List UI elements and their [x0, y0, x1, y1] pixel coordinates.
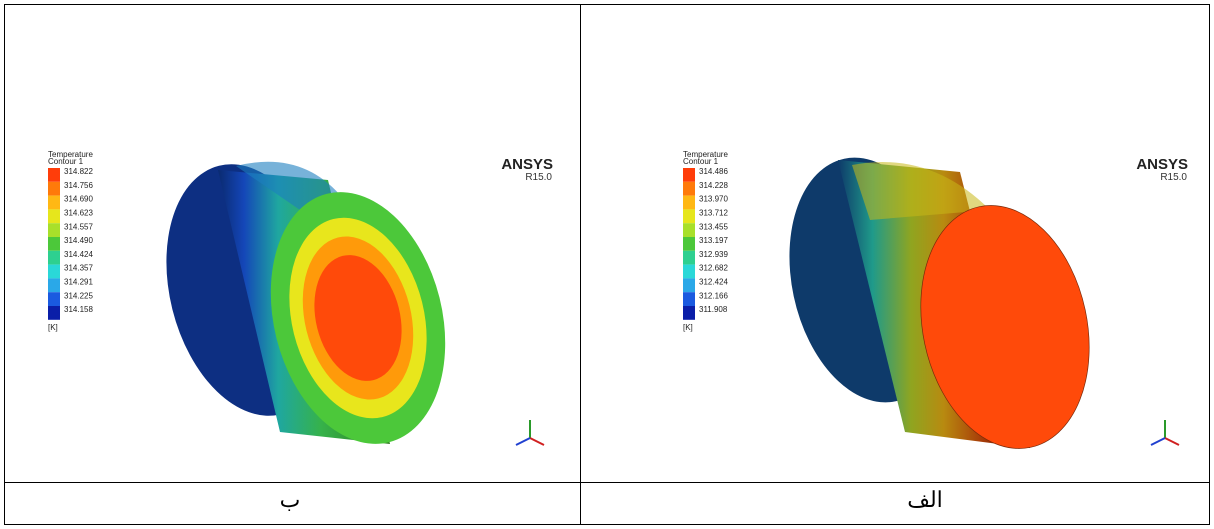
legend-value: 312.682 — [699, 264, 728, 273]
legend-value: 314.756 — [64, 181, 93, 190]
legend-swatch — [683, 223, 695, 237]
legend-value: 313.197 — [699, 236, 728, 245]
caption: ب — [280, 488, 301, 513]
legend-swatch — [48, 278, 60, 292]
legend-value: 314.424 — [64, 250, 93, 259]
legend-unit: [K] — [48, 323, 58, 332]
version: R15.0 — [525, 172, 552, 183]
legend-value: 314.690 — [64, 195, 93, 204]
legend-swatch — [683, 196, 695, 210]
legend-value: 314.822 — [64, 167, 93, 176]
legend-value: 314.228 — [699, 181, 728, 190]
brand: ANSYS — [1136, 156, 1188, 173]
cylinder-right — [768, 142, 1111, 464]
legend-value: 311.908 — [699, 305, 728, 314]
legend-swatch — [683, 168, 695, 182]
axis-z — [1151, 438, 1165, 445]
legend-value: 314.486 — [699, 167, 728, 176]
legend-swatch — [48, 265, 60, 279]
legend-swatch — [683, 251, 695, 265]
legend-value: 312.166 — [699, 291, 728, 300]
legend-swatch — [48, 223, 60, 237]
legend-value: 314.225 — [64, 291, 93, 300]
legend-value: 314.623 — [64, 209, 93, 218]
legend-value: 312.424 — [699, 278, 728, 287]
legend-swatch — [48, 182, 60, 196]
legend-value: 314.557 — [64, 222, 93, 231]
figure: TemperatureContour 1314.822314.756314.69… — [0, 0, 1214, 529]
legend-value: 312.939 — [699, 250, 728, 259]
caption: الف — [907, 488, 943, 513]
legend-swatch — [683, 306, 695, 320]
legend-value: 313.712 — [699, 209, 728, 218]
legend-swatch — [683, 182, 695, 196]
legend-swatch — [683, 237, 695, 251]
legend-value: 313.455 — [699, 222, 728, 231]
legend-swatch — [683, 265, 695, 279]
legend-swatch — [48, 306, 60, 320]
legend-swatch — [683, 278, 695, 292]
legend-swatch — [48, 292, 60, 306]
legend-subtitle: Contour 1 — [683, 157, 719, 166]
legend-unit: [K] — [683, 323, 693, 332]
version: R15.0 — [1160, 172, 1187, 183]
legend-swatch — [683, 292, 695, 306]
axis-x — [1165, 438, 1179, 445]
legend-swatch — [683, 209, 695, 223]
legend-swatch — [48, 196, 60, 210]
legend-value: 313.970 — [699, 195, 728, 204]
axis-z — [516, 438, 530, 445]
legend-value: 314.357 — [64, 264, 93, 273]
legend-swatch — [48, 209, 60, 223]
legend-swatch — [48, 237, 60, 251]
legend-subtitle: Contour 1 — [48, 157, 84, 166]
legend-value: 314.158 — [64, 305, 93, 314]
cylinder-left — [141, 146, 470, 462]
axis-x — [530, 438, 544, 445]
legend-swatch — [48, 168, 60, 182]
brand: ANSYS — [501, 156, 553, 173]
legend-value: 314.291 — [64, 278, 93, 287]
legend-value: 314.490 — [64, 236, 93, 245]
legend-swatch — [48, 251, 60, 265]
